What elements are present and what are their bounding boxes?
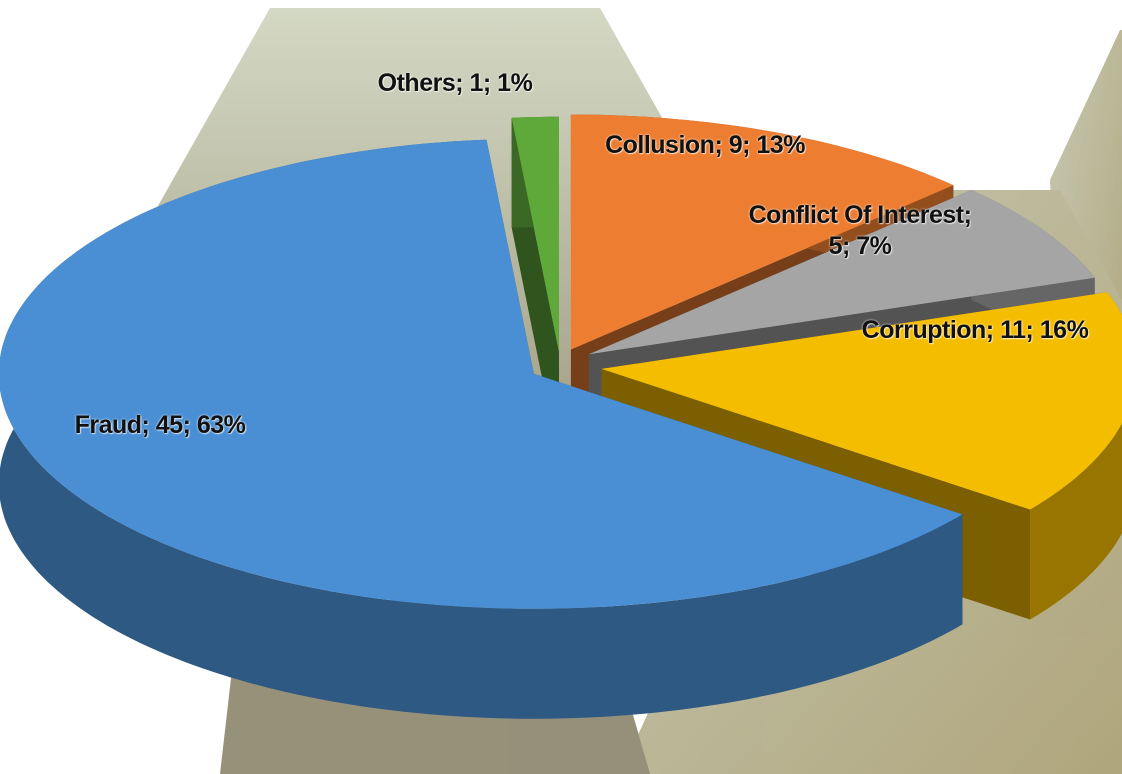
data-label: Collusion; 9; 13% [600, 130, 810, 161]
data-label: Conflict Of Interest; 5; 7% [740, 200, 980, 262]
data-label: Fraud; 45; 63% [20, 410, 300, 441]
data-label: Corruption; 11; 16% [840, 315, 1110, 346]
page: (() => { const data = JSON.parse(documen… [0, 0, 1122, 774]
chart [0, 0, 1122, 774]
data-label: Others; 1; 1% [340, 68, 570, 99]
